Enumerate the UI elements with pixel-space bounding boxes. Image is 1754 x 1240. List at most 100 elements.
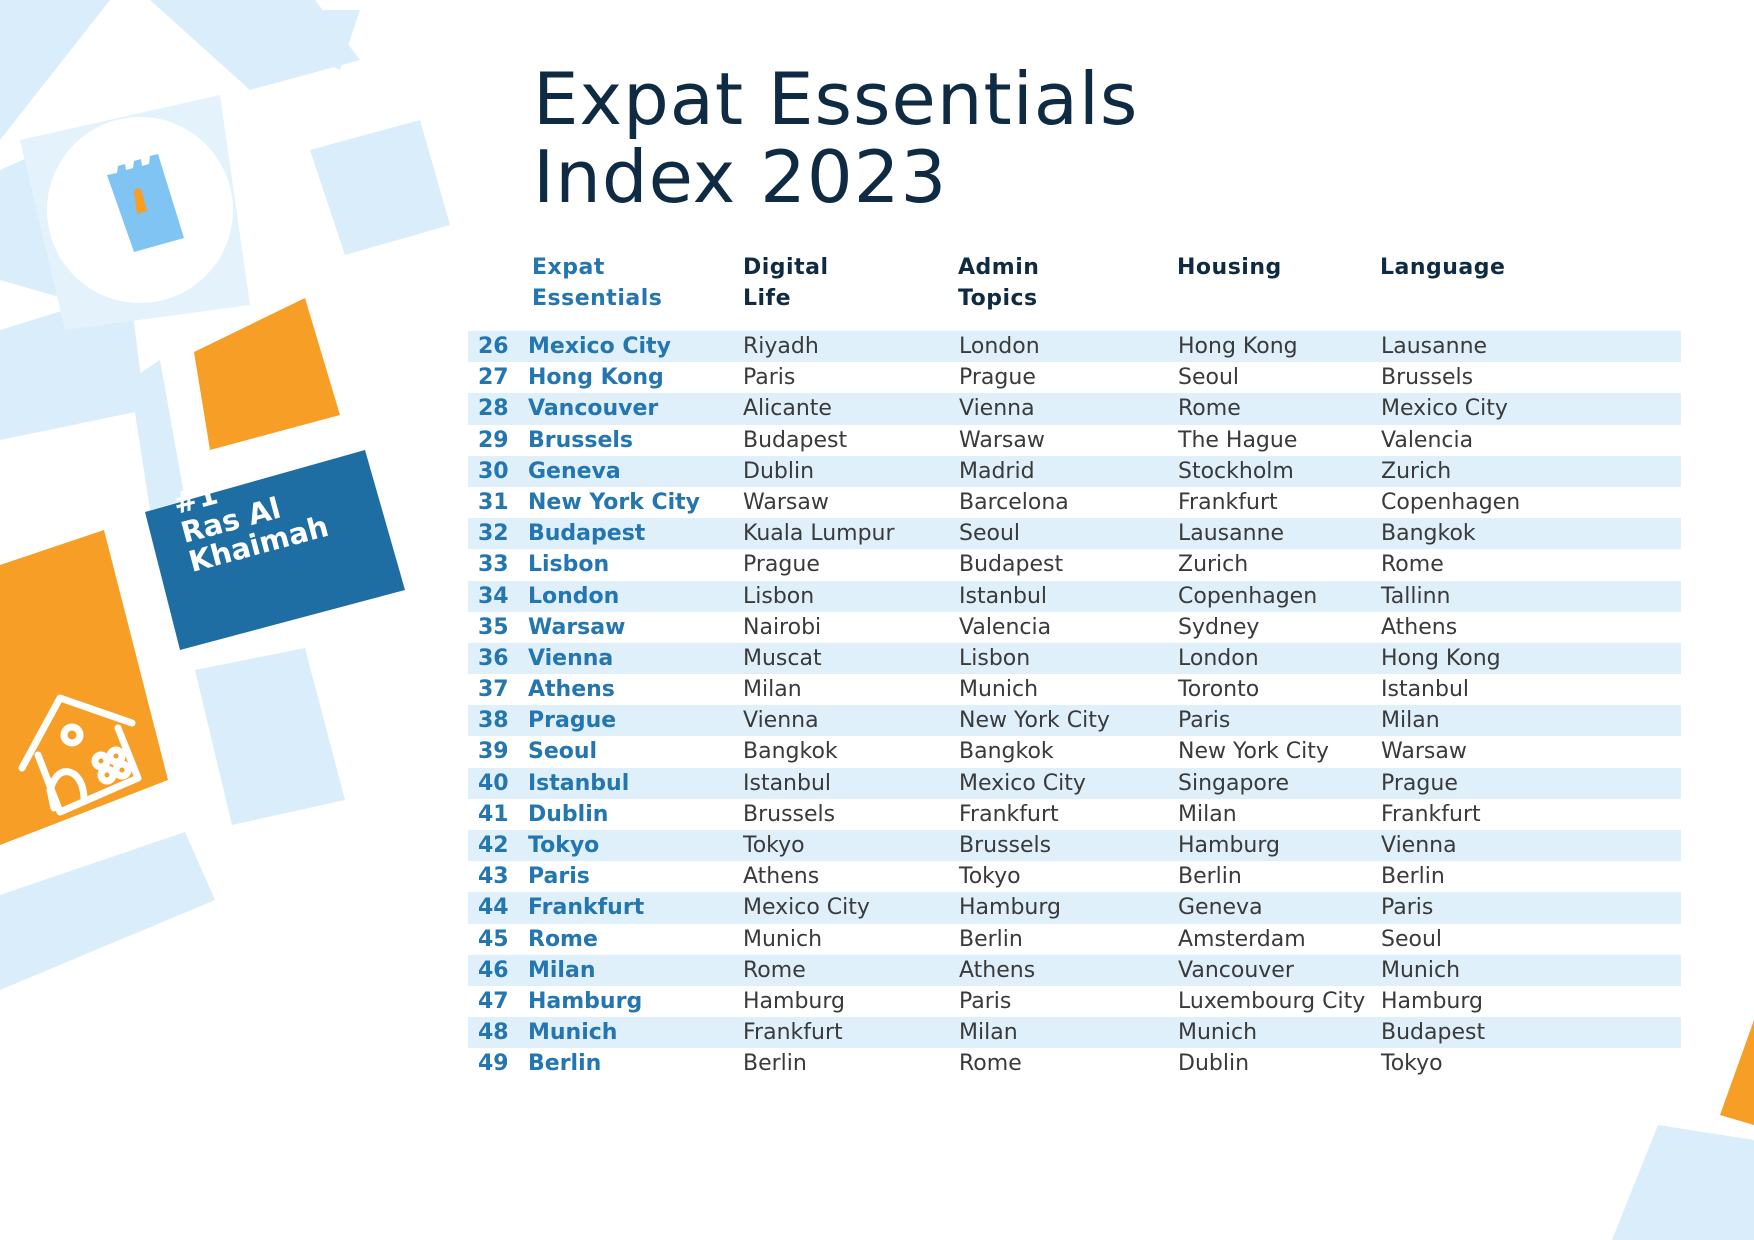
admin-topics-cell: Istanbul	[959, 583, 1048, 609]
digital-life-cell: Alicante	[743, 396, 832, 422]
header-language: Language	[1380, 252, 1505, 283]
table-row: 43 Paris Athens Tokyo Berlin Berlin	[468, 861, 1681, 892]
table-row: 45 Rome Munich Berlin Amsterdam Seoul	[468, 924, 1681, 955]
language-cell: Seoul	[1381, 926, 1443, 952]
table-row: 37 Athens Milan Munich Toronto Istanbul	[468, 674, 1681, 705]
digital-life-cell: Riyadh	[743, 334, 819, 359]
admin-topics-cell: Seoul	[959, 521, 1021, 547]
language-cell: Paris	[1381, 895, 1434, 921]
city-name: Vienna	[528, 645, 614, 671]
housing-cell: Paris	[1178, 708, 1231, 734]
rank-number: 45	[478, 926, 509, 952]
language-cell: Hamburg	[1381, 988, 1483, 1014]
table-row: 34 London Lisbon Istanbul Copenhagen Tallinn	[468, 580, 1681, 612]
housing-cell: Sydney	[1178, 614, 1260, 640]
rank-number: 40	[478, 770, 509, 796]
rank-number: 46	[478, 957, 509, 983]
rank-number: 37	[478, 677, 509, 703]
digital-life-cell: Dublin	[743, 458, 815, 484]
housing-cell: Vancouver	[1178, 957, 1294, 983]
city-name: Prague	[528, 708, 617, 734]
city-name: Seoul	[528, 739, 598, 765]
table-row: 36 Vienna Muscat Lisbon London Hong Kong	[468, 642, 1681, 675]
language-cell: Bangkok	[1381, 521, 1476, 547]
language-cell: Frankfurt	[1381, 801, 1481, 827]
language-cell: Zurich	[1381, 458, 1452, 484]
housing-cell: The Hague	[1178, 427, 1298, 453]
castle-icon	[107, 154, 184, 252]
header-admin-topics: Admin Topics	[958, 252, 1039, 314]
admin-topics-cell: Frankfurt	[959, 801, 1059, 827]
housing-cell: Munich	[1178, 1020, 1258, 1046]
city-name: Paris	[528, 864, 590, 890]
ranking-table: 26 Mexico City Riyadh London Hong Kong Lausan…	[468, 331, 1681, 1080]
city-name: Rome	[528, 926, 598, 952]
admin-topics-cell: Paris	[959, 988, 1012, 1014]
city-name: Mexico City	[528, 334, 671, 359]
digital-life-cell: Paris	[743, 365, 796, 391]
table-row: 35 Warsaw Nairobi Valencia Sydney Athens	[468, 612, 1681, 643]
admin-topics-cell: Milan	[959, 1020, 1018, 1046]
header-line: Life	[743, 286, 792, 311]
language-cell: Prague	[1381, 770, 1458, 796]
rank-number: 39	[478, 739, 509, 765]
admin-topics-cell: Berlin	[959, 926, 1023, 952]
header-line: Digital	[743, 255, 829, 280]
admin-topics-cell: Rome	[959, 1051, 1022, 1077]
city-name: Lisbon	[528, 552, 610, 578]
language-cell: Valencia	[1381, 427, 1474, 453]
admin-topics-cell: Athens	[959, 957, 1036, 983]
rank-number: 27	[478, 365, 509, 391]
digital-life-cell: Tokyo	[743, 833, 805, 858]
housing-cell: Rome	[1178, 396, 1241, 422]
language-cell: Berlin	[1381, 864, 1445, 890]
table-row: 40 Istanbul Istanbul Mexico City Singapore Pr…	[468, 767, 1681, 799]
admin-topics-cell: Brussels	[959, 833, 1052, 858]
admin-topics-cell: Valencia	[959, 614, 1052, 640]
admin-topics-cell: London	[959, 334, 1040, 359]
table-row: 44 Frankfurt Mexico City Hamburg Geneva Paris	[468, 892, 1681, 924]
rank-number: 48	[478, 1020, 509, 1046]
rank-number: 32	[478, 521, 509, 547]
admin-topics-cell: Mexico City	[959, 770, 1086, 796]
city-name: Dublin	[528, 801, 609, 827]
table-row: 28 Vancouver Alicante Vienna Rome Mexico City	[468, 393, 1681, 425]
table-row: 47 Hamburg Hamburg Paris Luxembourg City Hamb…	[468, 986, 1681, 1017]
table-row: 46 Milan Rome Athens Vancouver Munich	[468, 954, 1681, 986]
city-name: New York City	[528, 489, 701, 515]
city-name: Vancouver	[528, 396, 659, 422]
table-row: 42 Tokyo Tokyo Brussels Hamburg Vienna	[468, 830, 1681, 862]
rank-number: 43	[478, 864, 509, 890]
digital-life-cell: Vienna	[743, 708, 819, 734]
admin-topics-cell: Budapest	[959, 552, 1064, 578]
rank-number: 34	[478, 583, 509, 609]
housing-cell: Amsterdam	[1178, 926, 1306, 952]
rank-number: 49	[478, 1051, 509, 1077]
language-cell: Warsaw	[1381, 739, 1467, 765]
table-row: 41 Dublin Brussels Frankfurt Milan Frankfurt	[468, 799, 1681, 830]
language-cell: Tokyo	[1381, 1051, 1443, 1077]
language-cell: Mexico City	[1381, 396, 1508, 422]
house-icon	[18, 694, 142, 816]
page-title: Expat Essentials Index 2023	[533, 60, 1233, 216]
city-name: Warsaw	[528, 614, 626, 640]
header-line: Housing	[1177, 255, 1282, 280]
digital-life-cell: Istanbul	[743, 770, 832, 796]
housing-cell: Dublin	[1178, 1051, 1250, 1077]
rank-number: 38	[478, 708, 509, 734]
city-name: Munich	[528, 1020, 618, 1046]
digital-life-cell: Kuala Lumpur	[743, 521, 895, 547]
table-row: 38 Prague Vienna New York City Paris Milan	[468, 705, 1681, 737]
table-row: 39 Seoul Bangkok Bangkok New York City Warsaw	[468, 736, 1681, 767]
housing-cell: New York City	[1178, 739, 1329, 765]
rank-number: 31	[478, 489, 509, 515]
digital-life-cell: Brussels	[743, 801, 836, 827]
header-line: Essentials	[532, 286, 663, 311]
digital-life-cell: Bangkok	[743, 739, 838, 765]
housing-cell: Hong Kong	[1178, 334, 1298, 359]
housing-cell: Seoul	[1178, 365, 1240, 391]
table-row: 48 Munich Frankfurt Milan Munich Budapest	[468, 1017, 1681, 1049]
city-name: Tokyo	[528, 833, 600, 858]
